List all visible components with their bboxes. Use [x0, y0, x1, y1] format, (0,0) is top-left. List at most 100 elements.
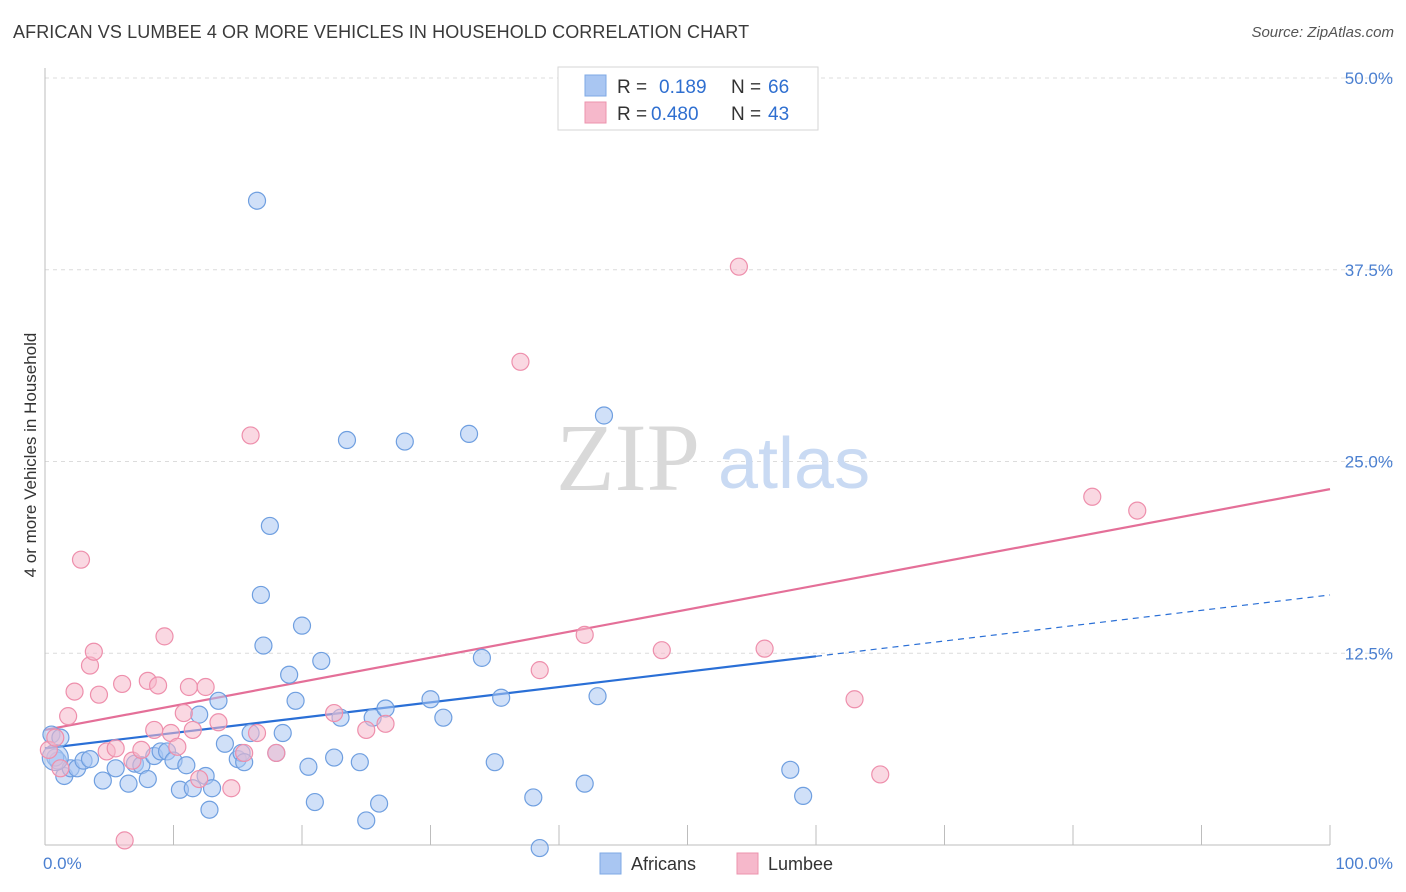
point-africans-33	[260, 516, 279, 536]
point-lumbee-42	[871, 765, 890, 784]
point-africans-57	[524, 788, 543, 807]
point-lumbee-4	[65, 682, 84, 701]
point-africans-8	[106, 759, 125, 778]
point-lumbee-24	[190, 769, 209, 789]
point-africans-55	[485, 753, 504, 772]
legend-n-value-1: 66	[768, 77, 789, 98]
point-lumbee-16	[145, 720, 164, 740]
axes	[44, 68, 1331, 846]
point-lumbee-17	[148, 676, 168, 695]
legend-r-value-1: 0.189	[659, 77, 707, 98]
point-lumbee-21	[174, 703, 193, 723]
point-lumbee-1	[46, 728, 65, 747]
point-africans-23	[202, 779, 222, 798]
point-lumbee-26	[209, 713, 228, 732]
point-africans-31	[251, 585, 270, 605]
point-africans-30	[247, 191, 267, 210]
data-points	[39, 191, 1147, 858]
point-lumbee-23	[183, 720, 202, 740]
bottom-legend-lumbee: Lumbee	[768, 854, 833, 874]
point-lumbee-37	[575, 625, 594, 644]
point-lumbee-43	[1083, 487, 1102, 506]
point-africans-20	[190, 705, 209, 724]
point-africans-58	[530, 838, 549, 858]
point-africans-25	[215, 734, 234, 753]
trend-lines	[44, 488, 1331, 750]
point-lumbee-27	[222, 779, 241, 798]
point-africans-22	[200, 800, 219, 819]
point-lumbee-32	[325, 703, 344, 723]
point-africans-54	[472, 648, 491, 667]
point-lumbee-38	[652, 641, 671, 660]
point-africans-61	[594, 406, 614, 425]
series-africans	[41, 191, 813, 858]
point-africans-46	[357, 811, 376, 830]
point-africans-56	[492, 688, 511, 707]
watermark: ZIP atlas	[556, 404, 870, 511]
point-lumbee-22	[179, 677, 199, 697]
point-lumbee-39	[729, 257, 749, 276]
y-tick-label-0: 12.5%	[1345, 644, 1393, 663]
watermark-atlas: atlas	[718, 424, 870, 504]
point-africans-60	[588, 687, 607, 706]
point-africans-42	[325, 748, 344, 767]
point-africans-48	[370, 794, 389, 813]
bottom-legend-swatch-lumbee	[736, 852, 759, 875]
x-tick-label-0: 0.0%	[43, 854, 82, 873]
trend-line-dashed-0	[815, 594, 1331, 657]
point-africans-53	[459, 424, 479, 443]
point-lumbee-41	[845, 690, 864, 709]
legend-n-label-2: N =	[731, 104, 761, 125]
point-africans-50	[395, 432, 414, 451]
legend-r-label-2: R =	[617, 104, 647, 125]
x-tick-label-1: 100.0%	[1335, 854, 1393, 873]
bottom-legend-africans: Africans	[631, 854, 696, 874]
legend-bottom: Africans Lumbee	[599, 852, 833, 875]
point-lumbee-25	[196, 677, 215, 697]
point-africans-59	[575, 774, 594, 793]
point-lumbee-18	[155, 627, 174, 646]
point-lumbee-33	[357, 720, 376, 740]
tick-labels: 12.5% 25.0% 37.5% 50.0% 0.0% 100.0%	[43, 69, 1393, 873]
point-lumbee-14	[132, 740, 151, 759]
point-africans-12	[138, 769, 157, 789]
point-lumbee-44	[1128, 501, 1147, 520]
legend-top: R = 0.189 N = 66 R = 0.480 N = 43	[557, 66, 819, 131]
legend-swatch-lumbee	[584, 101, 607, 124]
point-africans-63	[794, 786, 813, 806]
series-lumbee	[39, 257, 1147, 850]
point-lumbee-30	[247, 723, 267, 743]
y-tick-label-3: 50.0%	[1345, 69, 1393, 88]
point-lumbee-28	[235, 743, 254, 763]
legend-r-label-1: R =	[617, 77, 647, 98]
y-axis-label: 4 or more Vehicles in Household	[21, 333, 40, 578]
source-label: Source: ZipAtlas.com	[1251, 24, 1394, 41]
bottom-legend-swatch-africans	[599, 852, 622, 875]
point-africans-62	[781, 760, 800, 779]
point-lumbee-40	[755, 639, 774, 658]
point-africans-6	[80, 749, 100, 769]
point-lumbee-11	[112, 674, 132, 694]
point-africans-36	[280, 665, 299, 684]
point-africans-37	[286, 691, 305, 710]
grid	[45, 77, 1395, 654]
point-lumbee-7	[84, 642, 103, 661]
legend-r-value-2: 0.480	[651, 104, 699, 125]
point-lumbee-3	[59, 707, 78, 726]
point-africans-49	[376, 699, 395, 718]
point-africans-51	[421, 690, 440, 709]
point-lumbee-20	[168, 737, 187, 756]
point-africans-24	[209, 691, 228, 710]
point-lumbee-2	[51, 759, 70, 778]
point-lumbee-34	[376, 714, 395, 733]
point-africans-7	[93, 771, 112, 790]
trend-line-1	[44, 488, 1331, 732]
point-africans-52	[434, 708, 453, 727]
point-africans-41	[312, 651, 331, 671]
point-africans-39	[299, 757, 318, 776]
point-africans-18	[177, 756, 196, 775]
chart-title: AFRICAN VS LUMBEE 4 OR MORE VEHICLES IN …	[13, 22, 750, 42]
point-africans-40	[305, 792, 324, 812]
point-africans-38	[292, 616, 312, 635]
